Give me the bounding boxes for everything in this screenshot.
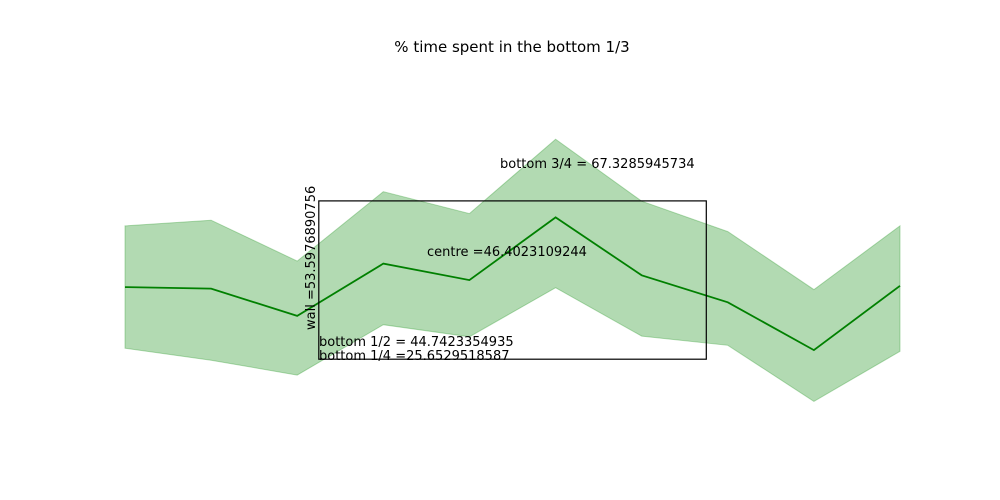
annotation-bottom-half: bottom 1/2 = 44.7423354935 bbox=[319, 335, 514, 350]
annotation-centre: centre =46.4023109244 bbox=[427, 245, 587, 260]
plot-area bbox=[124, 138, 901, 402]
confidence-band bbox=[124, 138, 901, 402]
series-line bbox=[124, 216, 901, 352]
annotation-bottom-quarter: bottom 1/4 =25.6529518587 bbox=[319, 349, 509, 364]
chart-title: % time spent in the bottom 1/3 bbox=[394, 38, 629, 56]
zone-rectangle bbox=[318, 200, 707, 360]
annotation-bottom-three-quarters: bottom 3/4 = 67.3285945734 bbox=[500, 157, 695, 172]
annotation-wall: wall =53.5976890756 bbox=[304, 186, 319, 330]
